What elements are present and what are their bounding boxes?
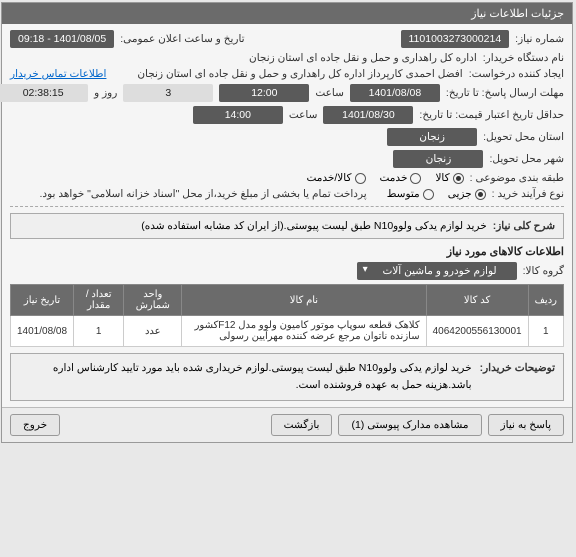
col-unit: واحد شمارش (125, 285, 183, 316)
row-city: شهر محل تحویل: زنجان (11, 150, 565, 168)
time-label-1: ساعت (316, 87, 345, 99)
validity-date: 1401/08/30 (324, 106, 414, 124)
buyer-note-label: توضیحات خریدار: (481, 360, 556, 394)
type-label: نوع فرآیند خرید : (493, 188, 565, 200)
class-radio-group: کالا خدمت کالا/خدمت (307, 172, 464, 184)
buyer-org-value: اداره کل راهداری و حمل و نقل جاده ای است… (11, 52, 478, 64)
cell-name: کلاهک قطعه سوپاپ موتور کامیون ولوو مدل F… (183, 316, 427, 347)
days-label: روز و (95, 87, 118, 99)
cell-row: 1 (529, 316, 564, 347)
announce-label: تاریخ و ساعت اعلان عمومی: (121, 33, 245, 45)
close-button[interactable]: خروج (11, 414, 61, 436)
announce-value: 1401/08/05 - 09:18 (11, 30, 115, 48)
radio-dot-icon (356, 173, 367, 184)
radio-low[interactable]: جزیی (449, 188, 487, 200)
city-label: شهر محل تحویل: (490, 153, 565, 165)
row-buyer-org: نام دستگاه خریدار: اداره کل راهداری و حم… (11, 52, 565, 64)
deadline-time: 12:00 (220, 84, 310, 102)
buyer-note-text: خرید لوازم یدکی ولووN10 طبق لیست پیوستی.… (20, 360, 473, 394)
row-classification: طبقه بندی موضوعی : کالا خدمت کالا/خدمت (11, 172, 565, 184)
col-code: کد کالا (427, 285, 529, 316)
days-value: 3 (124, 84, 214, 102)
deadline-date: 1401/08/08 (351, 84, 441, 102)
radio-service-label: خدمت (381, 172, 409, 184)
type-radio-group: جزیی متوسط (388, 188, 487, 200)
deadline-label: مهلت ارسال پاسخ: تا تاریخ: (447, 87, 565, 99)
footer-buttons: پاسخ به نیاز مشاهده مدارک پیوستی (1) باز… (3, 407, 573, 442)
radio-both-label: کالا/خدمت (307, 172, 352, 184)
form-body: شماره نیاز: 1101003273000214 تاریخ و ساع… (3, 24, 573, 407)
desc-text: خرید لوازم یدکی ولووN10 طبق لیست پیوستی.… (20, 220, 488, 232)
items-section-title: اطلاعات کالاهای مورد نیاز (11, 245, 565, 258)
buyer-org-label: نام دستگاه خریدار: (484, 52, 565, 64)
radio-service[interactable]: خدمت (381, 172, 423, 184)
table-header-row: ردیف کد کالا نام کالا واحد شمارش تعداد /… (12, 285, 565, 316)
col-date: تاریخ نیاز (12, 285, 75, 316)
cell-qty: 1 (75, 316, 125, 347)
cell-date: 1401/08/08 (12, 316, 75, 347)
cell-unit: عدد (125, 316, 183, 347)
radio-both[interactable]: کالا/خدمت (307, 172, 366, 184)
time-label-2: ساعت (290, 109, 319, 121)
group-row: گروه کالا: لوازم خودرو و ماشین آلات (11, 262, 565, 280)
items-table: ردیف کد کالا نام کالا واحد شمارش تعداد /… (11, 284, 565, 347)
radio-dot-icon (424, 189, 435, 200)
radio-dot-icon (411, 173, 422, 184)
radio-dot-icon (454, 173, 465, 184)
panel-title: جزئیات اطلاعات نیاز (3, 3, 573, 24)
row-validity: حداقل تاریخ اعتبار قیمت: تا تاریخ: 1401/… (11, 106, 565, 124)
radio-mid[interactable]: متوسط (388, 188, 435, 200)
need-no-label: شماره نیاز: (516, 33, 565, 45)
details-panel: جزئیات اطلاعات نیاز شماره نیاز: 11010032… (2, 2, 574, 443)
validity-label: حداقل تاریخ اعتبار قیمت: تا تاریخ: (420, 109, 565, 121)
need-no-value: 1101003273000214 (402, 30, 511, 48)
col-name: نام کالا (183, 285, 427, 316)
creator-value: افضل احمدی کارپرداز اداره کل راهداری و ح… (113, 68, 463, 80)
group-label: گروه کالا: (524, 265, 565, 277)
divider (11, 206, 565, 207)
attachments-button[interactable]: مشاهده مدارک پیوستی (1) (339, 414, 482, 436)
validity-time: 14:00 (194, 106, 284, 124)
back-button[interactable]: بازگشت (272, 414, 334, 436)
creator-label: ایجاد کننده درخواست: (470, 68, 565, 80)
payment-note: پرداخت تمام یا بخشی از مبلغ خرید،از محل … (41, 188, 368, 200)
radio-goods[interactable]: کالا (436, 172, 464, 184)
radio-dot-icon (476, 189, 487, 200)
row-need-no: شماره نیاز: 1101003273000214 تاریخ و ساع… (11, 30, 565, 48)
city-value: زنجان (394, 150, 484, 168)
col-qty: تعداد / مقدار (75, 285, 125, 316)
table-row[interactable]: 1 4064200556130001 کلاهک قطعه سوپاپ موتو… (12, 316, 565, 347)
province-label: استان محل تحویل: (484, 131, 565, 143)
buyer-note-block: توضیحات خریدار: خرید لوازم یدکی ولووN10 … (11, 353, 565, 401)
class-label: طبقه بندی موضوعی : (471, 172, 565, 184)
group-select[interactable]: لوازم خودرو و ماشین آلات (358, 262, 518, 280)
province-value: زنجان (388, 128, 478, 146)
radio-low-label: جزیی (449, 188, 473, 200)
col-row: ردیف (529, 285, 564, 316)
row-province: استان محل تحویل: زنجان (11, 128, 565, 146)
reply-button[interactable]: پاسخ به نیاز (489, 414, 565, 436)
row-purchase-type: نوع فرآیند خرید : جزیی متوسط پرداخت تمام… (11, 188, 565, 200)
remain-time: 02:38:15 (0, 84, 89, 102)
desc-label: شرح کلی نیاز: (494, 220, 556, 232)
row-creator: ایجاد کننده درخواست: افضل احمدی کارپرداز… (11, 68, 565, 80)
contact-link[interactable]: اطلاعات تماس خریدار (11, 68, 107, 80)
cell-code: 4064200556130001 (427, 316, 529, 347)
radio-mid-label: متوسط (388, 188, 421, 200)
general-desc-block: شرح کلی نیاز: خرید لوازم یدکی ولووN10 طب… (11, 213, 565, 239)
row-deadline: مهلت ارسال پاسخ: تا تاریخ: 1401/08/08 سا… (11, 84, 565, 102)
radio-goods-label: کالا (436, 172, 450, 184)
